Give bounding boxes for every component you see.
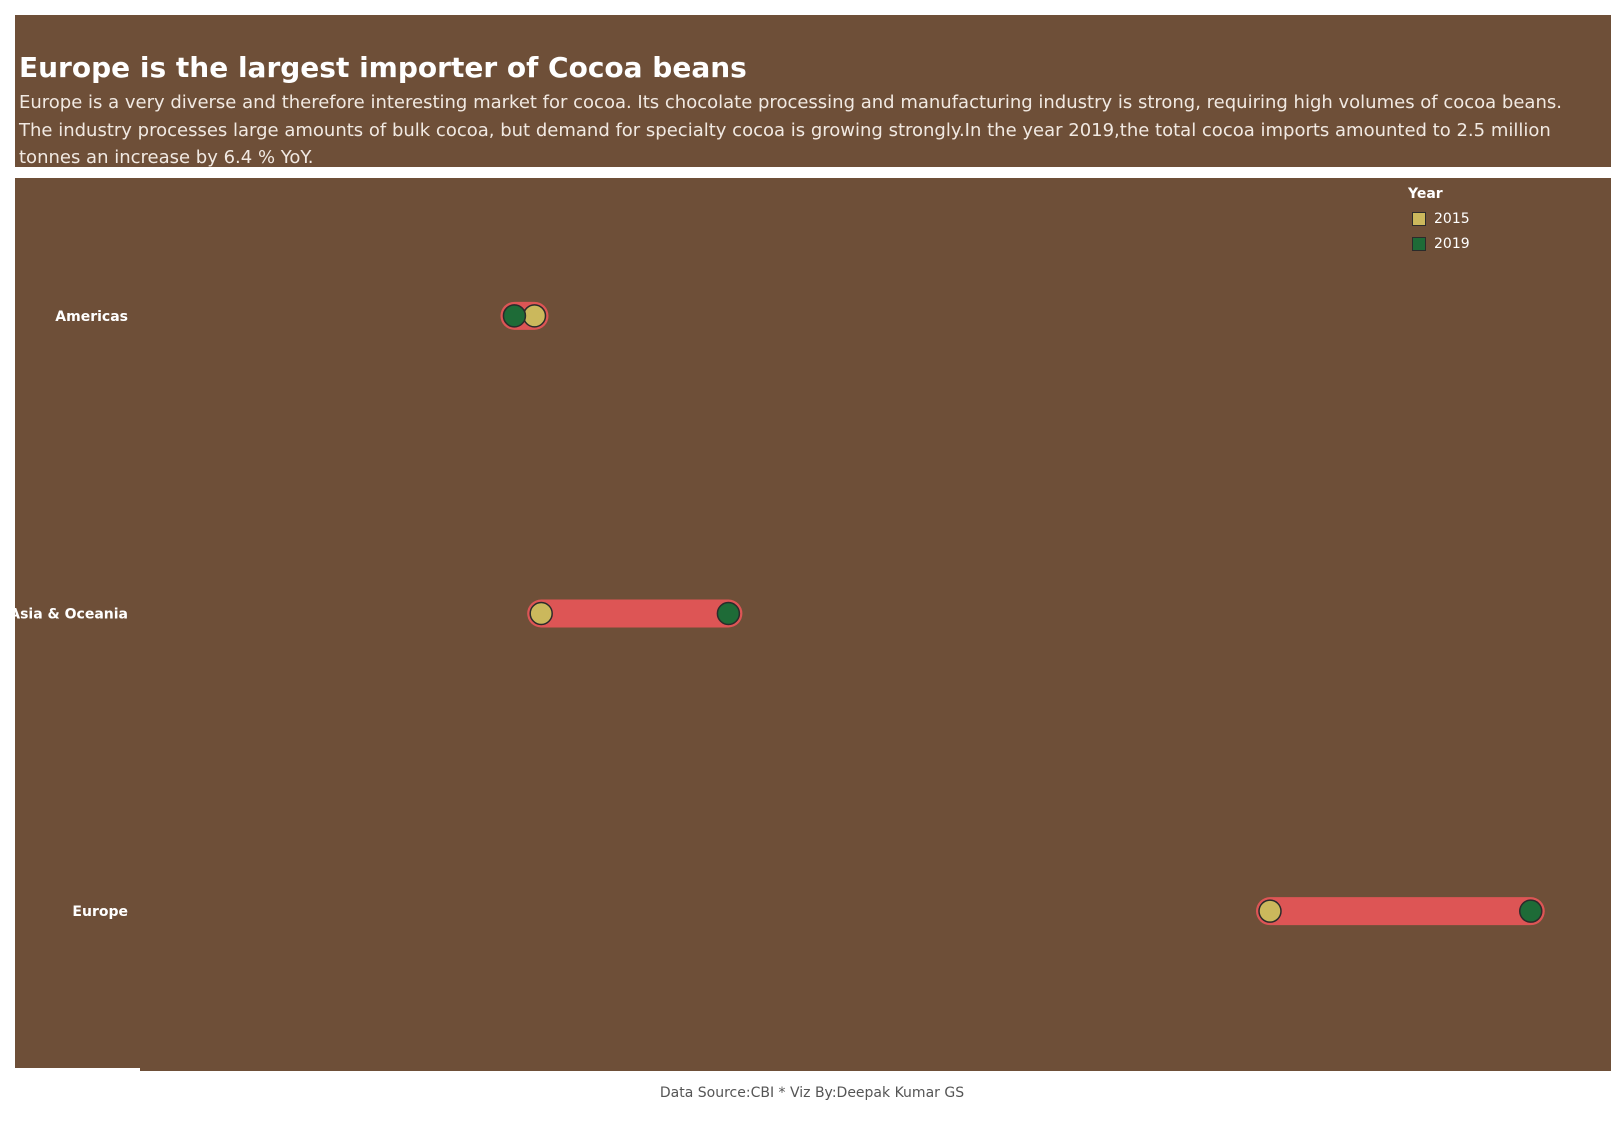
- point-asia-oceania-2019: [716, 601, 741, 626]
- legend-label-2015: 2015: [1434, 210, 1470, 227]
- category-label-asia-oceania: Asia & Oceania: [15, 607, 128, 623]
- dumbbell-chart: Americas Asia & Oceania Europe: [15, 301, 1545, 926]
- legend-item-2019[interactable]: 2019: [1408, 231, 1470, 256]
- category-label-europe: Europe: [72, 904, 128, 920]
- header-panel: Europe is the largest importer of Cocoa …: [15, 15, 1611, 168]
- legend-item-2015[interactable]: 2015: [1408, 206, 1470, 231]
- legend-swatch-2015: [1412, 211, 1426, 226]
- point-americas-2015: [522, 304, 547, 328]
- point-europe-2015: [1258, 899, 1282, 923]
- legend[interactable]: Year 2015 2019: [1408, 186, 1470, 256]
- legend-title: Year: [1408, 186, 1443, 202]
- category-label-americas: Americas: [55, 309, 128, 325]
- chart-panel: Americas Asia & Oceania Europe Year 2015 2…: [15, 178, 1611, 1071]
- chart-subtitle: Europe is a very diverse and therefore i…: [19, 92, 1562, 168]
- footer-credit: Data Source:CBI * Viz By:Deepak Kumar GS: [659, 1085, 965, 1101]
- panel-corner-divider: [15, 1068, 140, 1071]
- legend-swatch-2019: [1412, 236, 1426, 251]
- legend-label-2019: 2019: [1434, 235, 1470, 252]
- chart-title: Europe is the largest importer of Cocoa …: [19, 51, 747, 84]
- point-europe-2019: [1519, 899, 1543, 923]
- point-asia-oceania-2015: [529, 601, 553, 626]
- point-americas-2019: [502, 304, 527, 328]
